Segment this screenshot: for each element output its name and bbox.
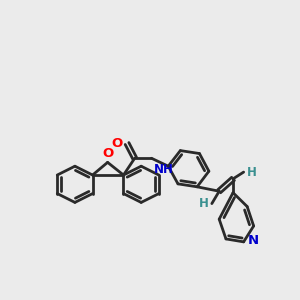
Text: O: O [111,137,123,150]
Text: H: H [247,166,257,178]
Text: H: H [198,197,208,210]
Text: NH: NH [154,163,174,176]
Text: N: N [248,234,259,247]
Text: O: O [102,147,113,160]
